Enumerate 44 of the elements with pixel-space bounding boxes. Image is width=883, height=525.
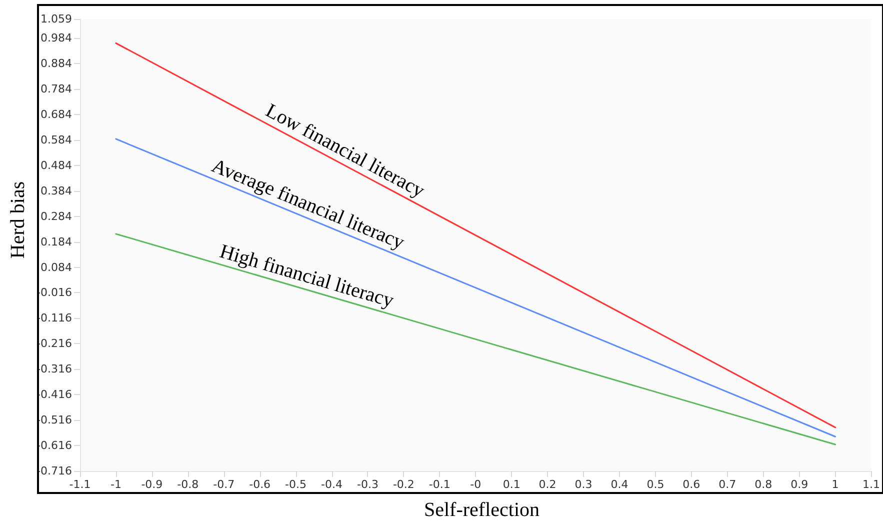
x-tick-label: -0.7 — [213, 478, 235, 491]
x-tick-label: 1.1 — [862, 478, 880, 491]
x-tick-label: -1.1 — [69, 478, 91, 491]
y-tick-label: -0.716 — [36, 464, 72, 478]
x-tick-label: -0 — [470, 478, 482, 491]
x-tick-label: 0.1 — [502, 478, 520, 491]
x-tick-label: -1 — [110, 478, 122, 491]
x-tick-label: -0.4 — [321, 478, 342, 491]
x-tick-label: -0.2 — [392, 478, 414, 491]
y-tick-label: -0.616 — [36, 439, 72, 452]
x-axis-title: Self-reflection — [424, 499, 540, 521]
y-tick-label: -0.316 — [36, 362, 72, 376]
y-tick-label: -0.416 — [36, 388, 72, 402]
y-tick-label: 1.059 — [40, 12, 72, 26]
y-tick-label: 0.684 — [40, 108, 72, 121]
x-tick-label: 0.2 — [538, 478, 556, 491]
y-tick-label: -0.016 — [36, 286, 72, 300]
x-tick-label: -0.8 — [177, 478, 199, 491]
x-tick-label: -0.1 — [428, 478, 450, 491]
x-tick-label: 0.5 — [646, 478, 664, 491]
x-tick-label: 1 — [832, 478, 839, 491]
x-tick-label: 0.9 — [790, 478, 808, 491]
x-tick-label: -0.9 — [141, 478, 163, 491]
y-tick-label: 0.884 — [40, 57, 72, 70]
x-tick-label: 0.4 — [610, 478, 628, 491]
x-tick-label: -0.6 — [249, 478, 271, 491]
x-tick-label: 0.7 — [718, 478, 736, 491]
y-tick-label: 0.284 — [40, 210, 72, 223]
x-tick-label: 0.3 — [574, 478, 592, 491]
y-tick-label: 0.984 — [40, 32, 72, 45]
y-tick-label: -0.116 — [36, 312, 72, 325]
y-tick-label: -0.516 — [36, 414, 72, 427]
y-axis-title: Herd bias — [7, 181, 29, 259]
x-tick-label: -0.5 — [285, 478, 307, 491]
y-tick-label: 0.184 — [40, 235, 72, 248]
y-tick-label: 0.384 — [40, 184, 72, 198]
x-tick-label: 0.6 — [682, 478, 700, 491]
y-tick-label: 0.084 — [40, 260, 72, 274]
y-tick-label: 0.784 — [40, 82, 72, 96]
x-tick-label: -0.3 — [356, 478, 378, 491]
x-tick-label: 0.8 — [754, 478, 772, 491]
y-tick-label: -0.216 — [36, 337, 72, 350]
y-tick-label: 0.484 — [40, 158, 72, 172]
y-tick-label: 0.584 — [40, 133, 72, 146]
